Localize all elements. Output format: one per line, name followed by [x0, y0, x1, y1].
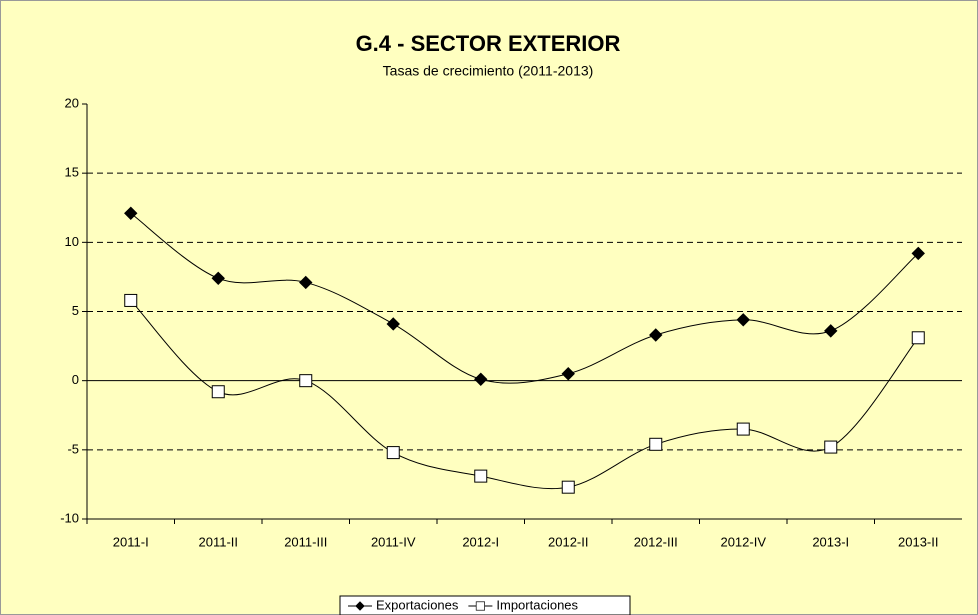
- data-point: [124, 293, 138, 307]
- data-point: [211, 271, 225, 286]
- data-point: [649, 437, 663, 451]
- legend-label: Exportaciones: [376, 597, 459, 612]
- y-tick-label: -10: [60, 510, 79, 525]
- data-point: [474, 469, 488, 483]
- data-point: [824, 324, 838, 338]
- data-point: [474, 372, 488, 386]
- series-line: [130, 300, 919, 490]
- x-tick-label: 2013-II: [898, 534, 938, 549]
- data-point: [299, 374, 313, 388]
- data-point: [386, 446, 400, 460]
- data-point: [211, 385, 225, 399]
- data-point: [911, 331, 925, 345]
- chart-subtitle: Tasas de crecimiento (2011-2013): [383, 63, 594, 79]
- x-tick-label: 2012-III: [634, 534, 678, 549]
- data-point: [124, 206, 138, 220]
- x-tick-label: 2011-I: [113, 534, 149, 549]
- x-tick-label: 2011-II: [198, 534, 238, 549]
- data-point: [299, 275, 313, 290]
- y-tick-label: -5: [67, 441, 79, 456]
- y-tick-label: 10: [65, 234, 79, 249]
- series-line: [130, 212, 919, 384]
- data-point: [824, 440, 838, 454]
- legend-marker: [475, 601, 485, 611]
- data-point: [736, 422, 750, 436]
- legend-label: Importaciones: [496, 597, 578, 612]
- x-tick-label: 2012-II: [548, 534, 588, 549]
- y-tick-label: 15: [65, 165, 79, 180]
- legend-marker: [355, 601, 365, 611]
- data-point: [386, 317, 400, 331]
- data-point: [561, 480, 575, 494]
- x-tick-label: 2011-IV: [371, 534, 416, 549]
- y-tick-label: 0: [72, 372, 79, 387]
- data-point: [649, 328, 663, 342]
- x-tick-label: 2011-III: [284, 534, 327, 549]
- x-tick-label: 2012-I: [462, 534, 499, 549]
- x-tick-label: 2013-I: [812, 534, 849, 549]
- x-tick-label: 2012-IV: [720, 534, 766, 549]
- y-tick-label: 20: [65, 95, 79, 110]
- data-point: [911, 246, 925, 261]
- y-tick-label: 5: [72, 303, 79, 318]
- chart-title: G.4 - SECTOR EXTERIOR: [356, 31, 621, 56]
- data-point: [736, 313, 750, 327]
- data-point: [561, 367, 575, 381]
